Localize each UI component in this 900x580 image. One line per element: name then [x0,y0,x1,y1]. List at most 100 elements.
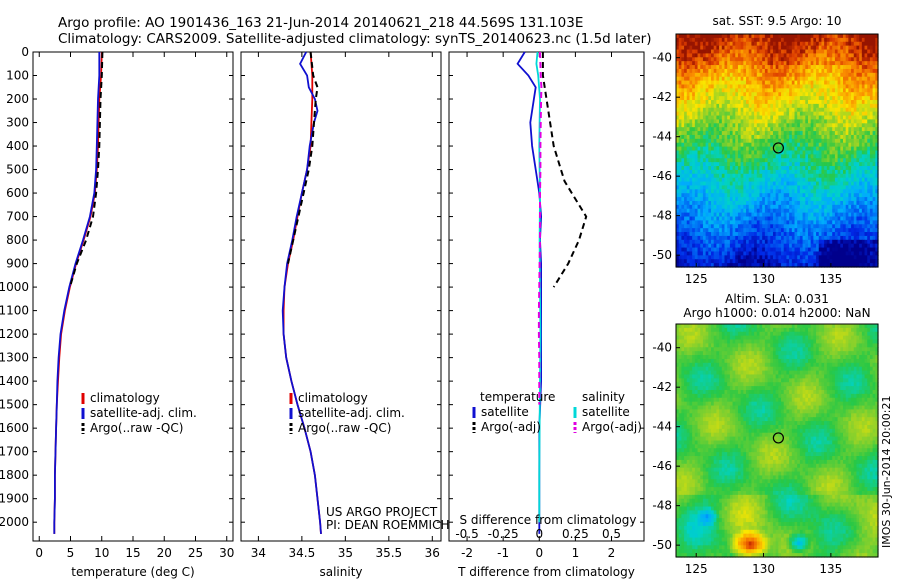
sst-map-cell [802,123,806,128]
sst-map-cell [872,115,876,121]
sla-map-cell [743,324,747,329]
sst-map-cell [794,115,798,121]
sst-map-cell [813,197,817,202]
sst-map-cell [845,166,849,171]
sst-map-cell [729,189,734,194]
sst-map-cell [748,193,753,198]
sst-map-cell [783,185,788,190]
sst-map-cell [789,65,793,70]
sst-map-cell [754,181,758,187]
sst-map-cell [826,212,831,218]
sst-map-cell [724,76,728,82]
sst-map-cell [754,146,758,152]
sst-map-cell [875,154,879,159]
sst-map-cell [821,224,825,229]
sst-map-cell [702,134,707,140]
sst-map-cell [727,45,731,51]
sst-map-cell [686,239,691,245]
sst-map-cell [735,162,739,167]
sst-map-cell [681,92,685,97]
sst-map-cell [764,189,769,194]
sst-map-cell [848,127,852,132]
sst-map-cell [845,100,849,105]
sst-map-cell [824,103,828,109]
sst-map-cell [794,57,798,62]
sst-map-cell [756,150,761,155]
sst-map-cell [694,166,699,171]
sst-map-cell [743,103,747,109]
sst-map-cell [721,228,726,233]
sst-map-cell [783,189,788,194]
sst-map-cell [867,169,871,175]
sst-map-cell [872,61,876,66]
sst-map-cell [692,115,696,121]
sst-map-cell [797,208,801,214]
sst-map-cell [724,142,728,148]
sst-map-cell [743,243,747,249]
sst-map-cell [867,68,871,74]
sst-map-cell [842,220,847,225]
sst-map-cell [805,204,809,210]
sla-map-cell [840,331,844,337]
sst-map-cell [676,53,680,58]
sst-map-cell [770,146,774,152]
sst-map-cell [764,103,769,109]
sst-map-cell [794,251,798,256]
sst-map-cell [764,220,769,225]
sst-map-cell [746,68,750,74]
sst-map-cell [781,146,785,152]
sst-map-cell [729,49,734,55]
sst-map-cell [737,53,742,58]
sst-map-cell [864,251,868,256]
sst-map-cell [743,212,747,218]
sst-map-cell [767,84,771,89]
sst-map-cell [751,107,755,113]
sla-map-cell [869,327,874,333]
sst-map-cell [818,232,823,237]
sst-map-cell [697,107,701,113]
difference-profile-xtick-label: -1 [497,546,509,560]
sst-map-cell [708,216,712,221]
sst-map-cell [764,154,769,159]
sst-map-cell [727,154,731,159]
sst-map-cell [797,131,801,136]
sst-map-cell [845,57,849,62]
sst-map-cell [724,208,728,214]
sst-map-cell [853,166,858,171]
sst-map-cell [676,34,680,39]
sst-map-cell [676,127,680,132]
sst-map-cell [719,177,723,183]
sst-map-cell [840,158,844,163]
sst-map-cell [791,34,796,39]
sst-map-cell [684,154,688,159]
sst-map-cell [781,84,785,89]
sst-map-cell [719,103,723,109]
sla-map-cell [732,331,736,337]
sst-map-cell [853,92,858,97]
sst-map-cell [681,235,685,241]
sst-map-cell [875,177,879,183]
sst-map-cell [689,41,693,47]
sla-map-cell [711,324,715,329]
sst-map-cell [719,65,723,70]
sst-map-cell [762,177,766,183]
sst-map-cell [689,146,693,152]
sst-map-cell [727,251,731,256]
sst-map-cell [845,263,849,268]
sst-map-cell [775,197,779,202]
sst-map-cell [816,150,820,155]
sst-map-cell [869,224,874,229]
sst-map-cell [810,92,814,97]
sst-map-cell [770,169,774,175]
sst-map-cell [829,53,833,58]
sst-map-cell [676,154,680,159]
sst-map-cell [805,34,809,39]
sst-map-cell [875,45,879,51]
sst-map-cell [737,243,742,249]
sst-map-cell [867,162,871,167]
sst-map-cell [689,200,693,206]
sst-map-cell [821,80,825,86]
sst-map-cell [875,173,879,179]
sst-map-cell [875,127,879,132]
depth-tick-label: 1000 [0,280,29,294]
